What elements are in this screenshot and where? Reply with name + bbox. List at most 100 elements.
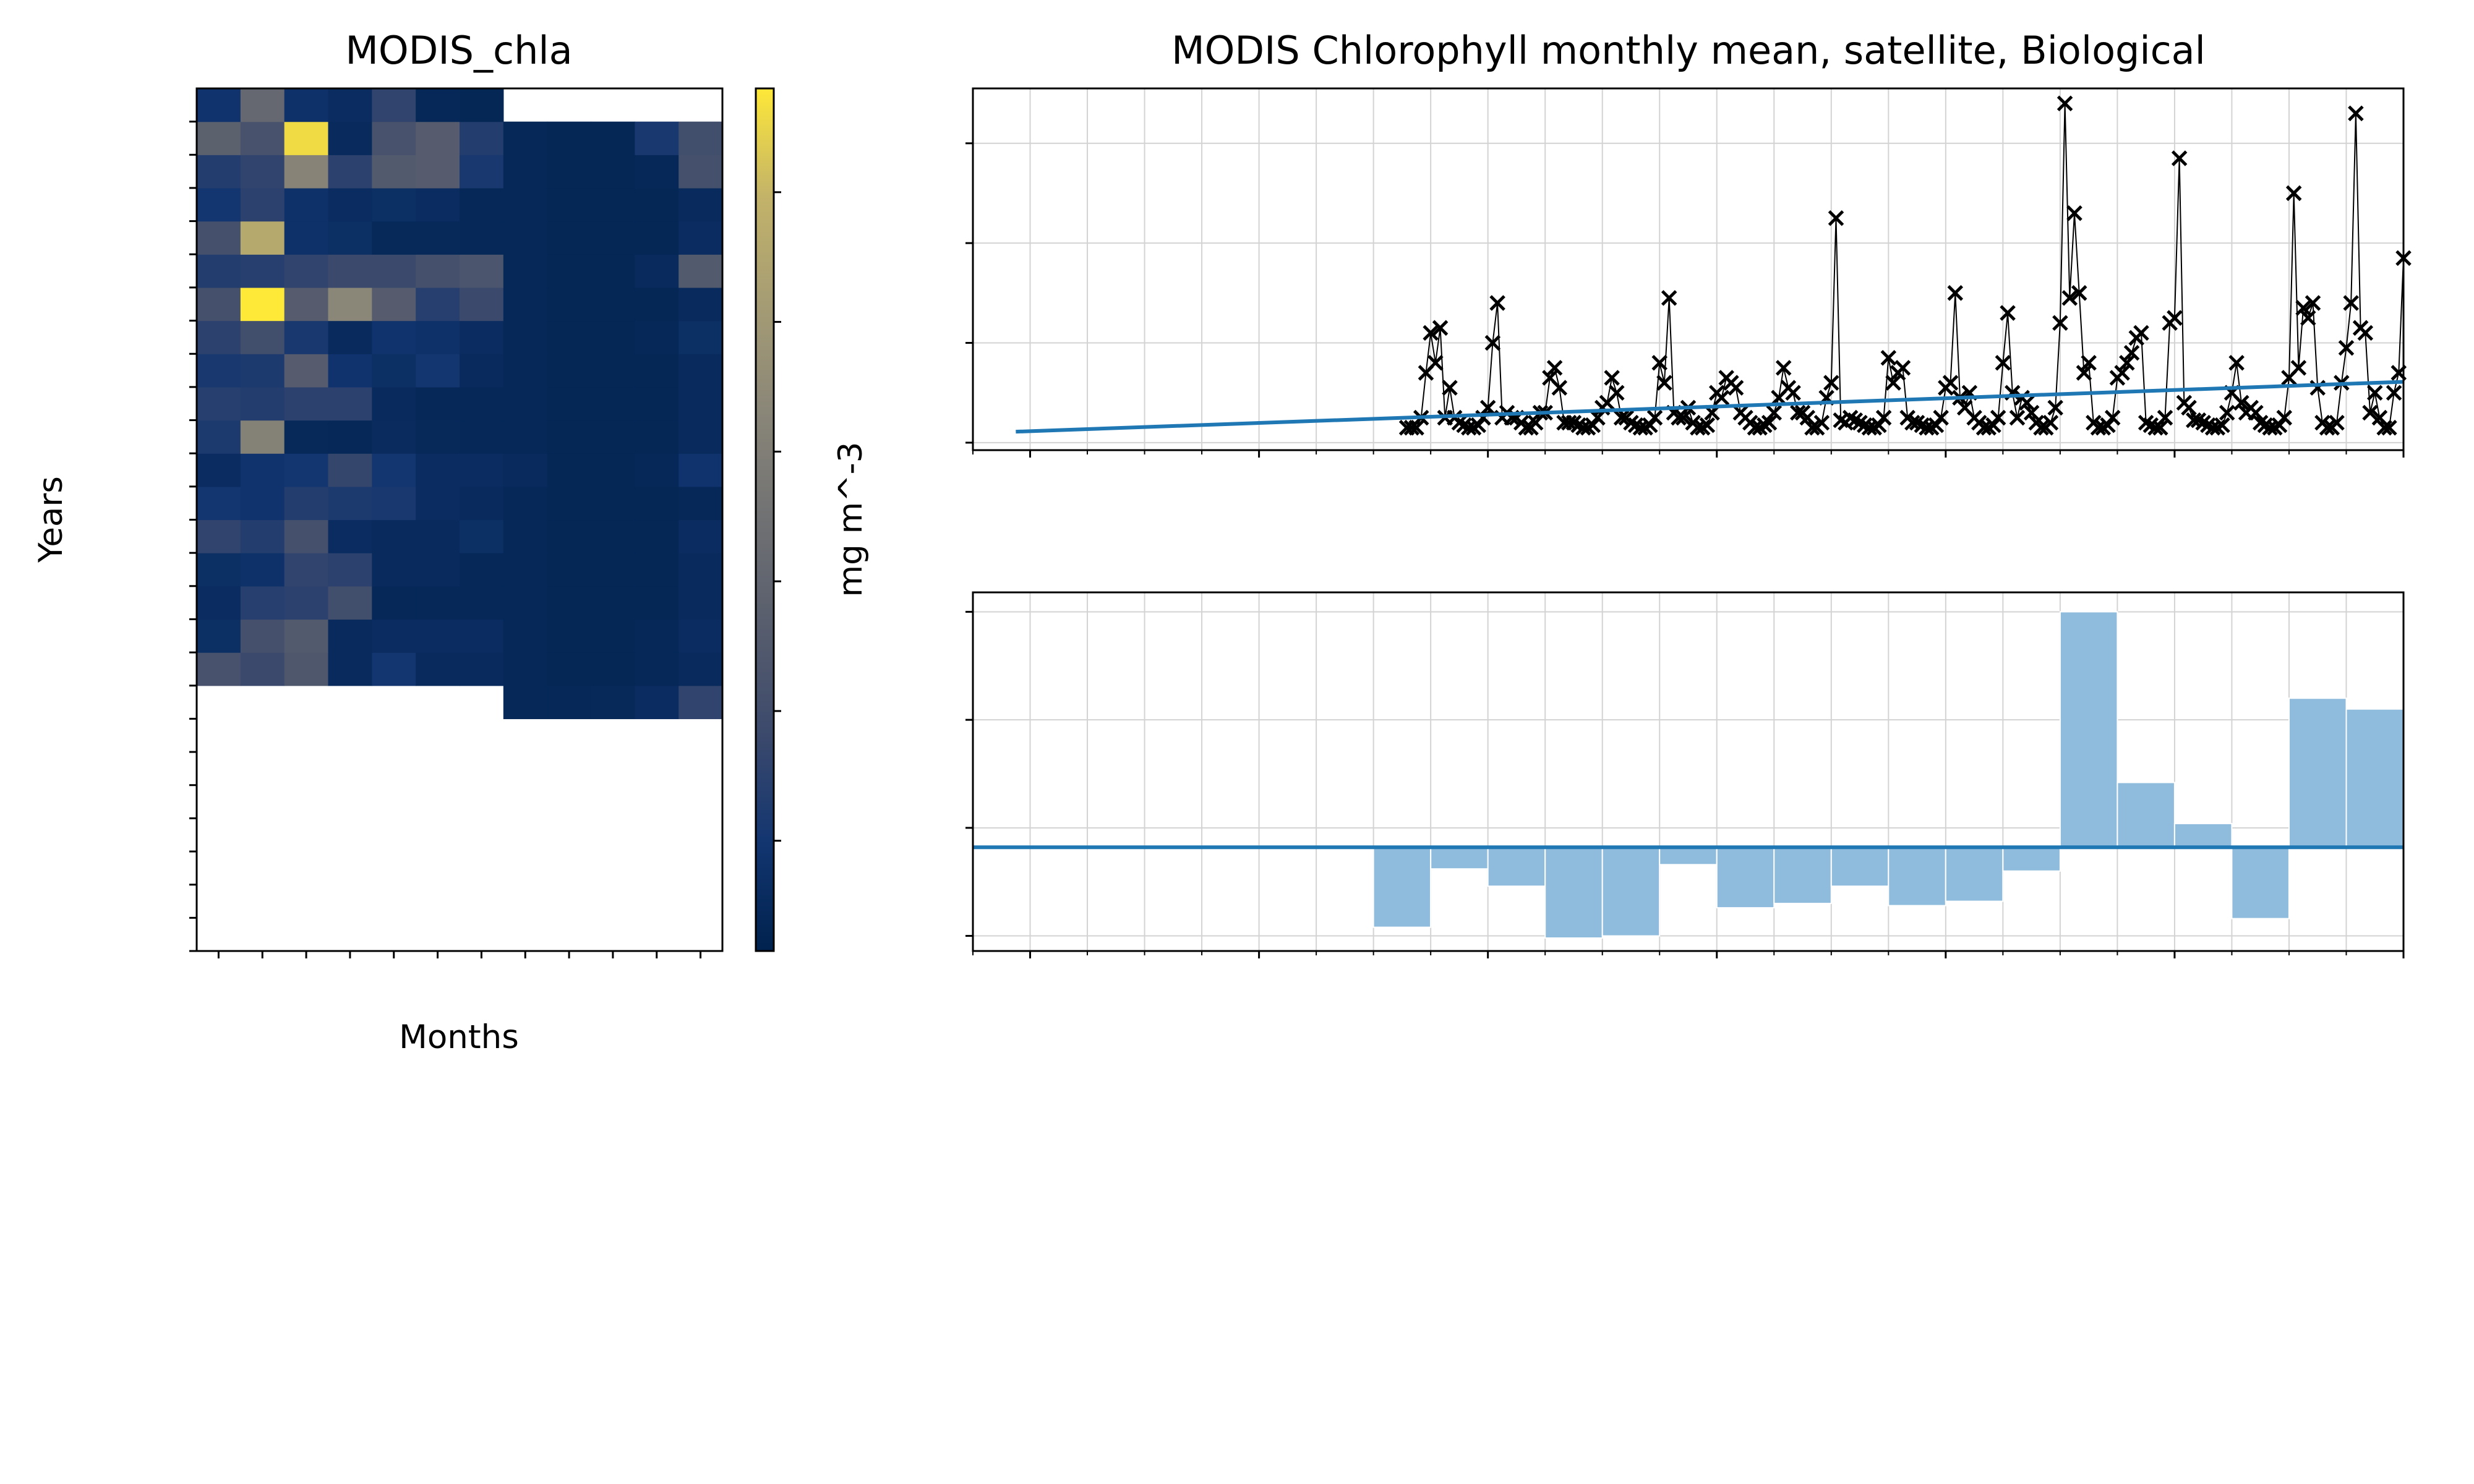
timeseries-point [1656, 375, 1672, 391]
timeseries-point [1914, 417, 1930, 433]
heatmap-cell [240, 586, 285, 620]
heatmap-cell [635, 652, 679, 686]
bar [1487, 846, 1546, 887]
timeseries-point [1995, 355, 2011, 371]
heatmap-cell [240, 386, 285, 421]
heatmap-cell [240, 354, 285, 388]
heatmap-cell [328, 254, 372, 288]
heatmap-cell [197, 519, 241, 553]
timeseries-point [2071, 285, 2087, 301]
heatmap-cell [372, 320, 416, 354]
heatmap-cell [240, 320, 285, 354]
heatmap-y-axis-label: Years [32, 476, 70, 563]
heatmap-cell [328, 121, 372, 155]
heatmap-cell [372, 221, 416, 255]
heatmap-cell [284, 486, 329, 521]
timeseries-point [2214, 417, 2230, 433]
heatmap-cell [284, 652, 329, 686]
timeseries-point [1489, 295, 1505, 311]
timeseries-point [2033, 419, 2049, 436]
heatmap-cell [678, 187, 723, 222]
heatmap-cell [284, 519, 329, 553]
heatmap-cell [197, 420, 241, 454]
timeseries-point [2257, 417, 2274, 433]
timeseries-point [2319, 419, 2335, 436]
heatmap-cell [328, 386, 372, 421]
heatmap-cell [635, 155, 679, 189]
timeseries-point [2133, 325, 2149, 341]
timeseries-point [1785, 385, 1801, 401]
timeseries-point [1613, 409, 1630, 426]
heatmap-cell [372, 121, 416, 155]
heatmap-cell [678, 121, 723, 155]
heatmap-cell [240, 519, 285, 553]
heatmap-cells [197, 88, 723, 720]
timeseries-point [1427, 355, 1444, 371]
heatmap-cell [547, 453, 592, 487]
heatmap-cell [197, 121, 241, 155]
heatmap-cell [635, 187, 679, 222]
heatmap-cell [328, 420, 372, 454]
heatmap-cell [635, 619, 679, 653]
timeseries-frame [972, 87, 2405, 451]
timeseries-point [1880, 349, 1897, 366]
heatmap-cell [460, 187, 504, 222]
heatmap-cell [372, 88, 416, 122]
heatmap-cell [678, 453, 723, 487]
heatmap-cell [635, 453, 679, 487]
heatmap-cell [328, 586, 372, 620]
heatmap-cell [547, 155, 592, 189]
heatmap-cell [503, 685, 548, 720]
heatmap-cell [460, 652, 504, 686]
heatmap-cell [591, 354, 635, 388]
timeseries-marks [1016, 95, 2412, 436]
heatmap-cell [284, 420, 329, 454]
bar [1888, 846, 1946, 906]
heatmap-cell [591, 386, 635, 421]
timeseries-point [2276, 409, 2293, 426]
heatmap-cell [460, 155, 504, 189]
timeseries-point [1423, 325, 1439, 341]
heatmap-cell [635, 553, 679, 587]
timeseries-point [2152, 419, 2168, 436]
heatmap-cell [328, 320, 372, 354]
timeseries-point [1885, 375, 1901, 391]
bar [2231, 846, 2290, 919]
heatmap-cell [240, 88, 285, 122]
timeseries-point [2338, 339, 2355, 356]
heatmap-cell [678, 519, 723, 553]
heatmap-cell [416, 254, 460, 288]
heatmap-cell [197, 553, 241, 587]
heatmap-cell [197, 187, 241, 222]
heatmap-cell [284, 187, 329, 222]
timeseries-point [2057, 95, 2073, 111]
heatmap-cell [591, 121, 635, 155]
heatmap-cell [328, 519, 372, 553]
timeseries-point [2285, 185, 2302, 202]
timeseries-point [1432, 320, 1449, 336]
heatmap-cell [240, 453, 285, 487]
timeseries-point [1479, 399, 1496, 416]
timeseries-point [2123, 344, 2140, 361]
timeseries-point [1828, 210, 1844, 226]
timeseries-point [1875, 409, 1892, 426]
heatmap-cell [328, 453, 372, 487]
timeseries-point [1585, 417, 1601, 433]
heatmap-cell [372, 187, 416, 222]
heatmap-panel: MODIS_chla Months Years [32, 28, 724, 1056]
heatmap-cell [678, 685, 723, 720]
heatmap-cell [460, 354, 504, 388]
heatmap-cell [284, 221, 329, 255]
timeseries-point [1456, 417, 1472, 433]
timeseries-point [1518, 419, 1534, 436]
bar [2288, 697, 2347, 848]
bar-marks [973, 611, 2404, 939]
heatmap-cell [460, 386, 504, 421]
heatmap-cell [547, 652, 592, 686]
heatmap-cell [372, 453, 416, 487]
heatmap-cell [635, 320, 679, 354]
heatmap-cell [372, 287, 416, 322]
colorbar-label: mg m^-3 [832, 442, 870, 597]
heatmap-cell [547, 354, 592, 388]
